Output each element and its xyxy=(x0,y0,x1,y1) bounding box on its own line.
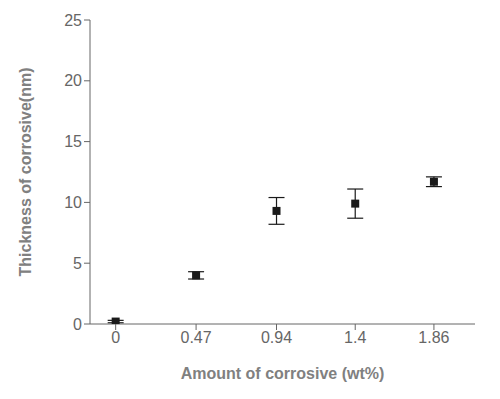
svg-text:20: 20 xyxy=(64,72,82,89)
svg-text:0: 0 xyxy=(111,329,120,346)
svg-text:5: 5 xyxy=(73,255,82,272)
svg-text:0: 0 xyxy=(73,316,82,333)
svg-text:25: 25 xyxy=(64,12,82,29)
svg-text:10: 10 xyxy=(64,194,82,211)
svg-text:0.94: 0.94 xyxy=(261,329,292,346)
svg-text:1.4: 1.4 xyxy=(344,329,366,346)
svg-text:Thickness of corrosive(nm): Thickness of corrosive(nm) xyxy=(17,68,34,277)
svg-text:0.47: 0.47 xyxy=(181,329,212,346)
svg-text:15: 15 xyxy=(64,133,82,150)
svg-text:1.86: 1.86 xyxy=(418,329,449,346)
svg-text:Amount of corrosive (wt%): Amount of corrosive (wt%) xyxy=(181,365,385,382)
